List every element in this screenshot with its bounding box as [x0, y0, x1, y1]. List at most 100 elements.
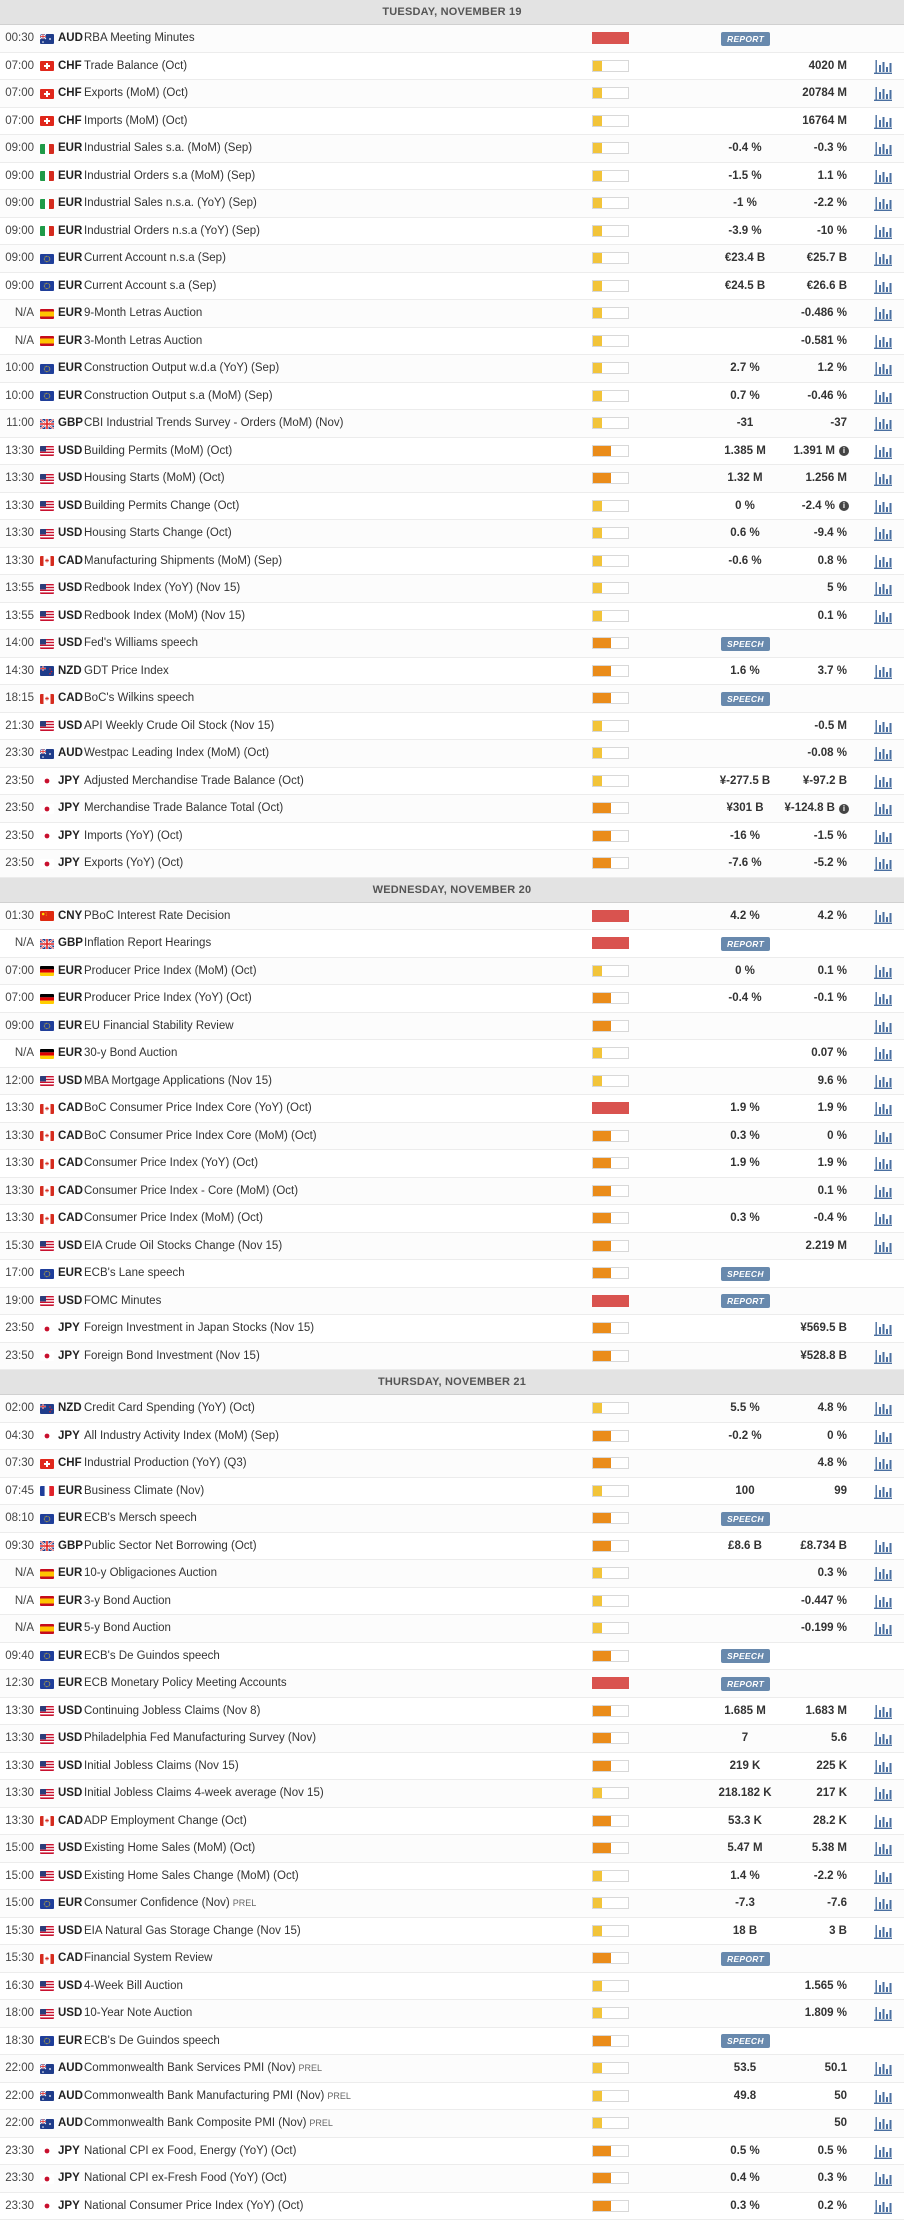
event-title[interactable]: Industrial Orders n.s.a (YoY) (Sep): [84, 218, 260, 245]
event-title[interactable]: Westpac Leading Index (MoM) (Oct): [84, 740, 269, 767]
event-title[interactable]: Industrial Sales n.s.a. (YoY) (Sep): [84, 190, 257, 217]
event-title[interactable]: Industrial Production (YoY) (Q3): [84, 1450, 247, 1477]
bar-chart-icon[interactable]: [874, 225, 892, 239]
event-title[interactable]: Industrial Orders s.a (MoM) (Sep): [84, 163, 255, 190]
bar-chart-icon[interactable]: [874, 252, 892, 266]
speech-badge[interactable]: SPEECH: [721, 1512, 770, 1526]
bar-chart-icon[interactable]: [874, 472, 892, 486]
report-badge[interactable]: REPORT: [721, 1952, 770, 1966]
bar-chart-icon[interactable]: [874, 1322, 892, 1336]
event-title[interactable]: RBA Meeting Minutes: [84, 25, 195, 52]
event-title[interactable]: Credit Card Spending (YoY) (Oct): [84, 1395, 255, 1422]
event-title[interactable]: BoC Consumer Price Index Core (YoY) (Oct…: [84, 1095, 312, 1122]
info-icon[interactable]: i: [839, 501, 849, 511]
bar-chart-icon[interactable]: [874, 527, 892, 541]
event-title[interactable]: ADP Employment Change (Oct): [84, 1808, 247, 1835]
event-title[interactable]: 3-Month Letras Auction: [84, 328, 202, 355]
event-title[interactable]: Consumer Price Index (MoM) (Oct): [84, 1205, 263, 1232]
bar-chart-icon[interactable]: [874, 1185, 892, 1199]
event-title[interactable]: ECB's De Guindos speech: [84, 1643, 220, 1670]
event-title[interactable]: Financial System Review: [84, 1945, 212, 1972]
bar-chart-icon[interactable]: [874, 1102, 892, 1116]
bar-chart-icon[interactable]: [874, 142, 892, 156]
info-icon[interactable]: i: [839, 446, 849, 456]
bar-chart-icon[interactable]: [874, 417, 892, 431]
bar-chart-icon[interactable]: [874, 115, 892, 129]
event-title[interactable]: Building Permits Change (Oct): [84, 493, 239, 520]
bar-chart-icon[interactable]: [874, 1075, 892, 1089]
bar-chart-icon[interactable]: [874, 1815, 892, 1829]
bar-chart-icon[interactable]: [874, 1870, 892, 1884]
bar-chart-icon[interactable]: [874, 1567, 892, 1581]
event-title[interactable]: Current Account n.s.a (Sep): [84, 245, 226, 272]
bar-chart-icon[interactable]: [874, 1402, 892, 1416]
bar-chart-icon[interactable]: [874, 857, 892, 871]
bar-chart-icon[interactable]: [874, 362, 892, 376]
event-title[interactable]: Exports (YoY) (Oct): [84, 850, 183, 877]
event-title[interactable]: ECB's De Guindos speech: [84, 2028, 220, 2055]
event-title[interactable]: MBA Mortgage Applications (Nov 15): [84, 1068, 272, 1095]
bar-chart-icon[interactable]: [874, 60, 892, 74]
bar-chart-icon[interactable]: [874, 775, 892, 789]
report-badge[interactable]: REPORT: [721, 1294, 770, 1308]
bar-chart-icon[interactable]: [874, 2200, 892, 2214]
event-title[interactable]: PBoC Interest Rate Decision: [84, 903, 230, 930]
event-title[interactable]: 4-Week Bill Auction: [84, 1973, 183, 2000]
bar-chart-icon[interactable]: [874, 390, 892, 404]
bar-chart-icon[interactable]: [874, 665, 892, 679]
bar-chart-icon[interactable]: [874, 992, 892, 1006]
event-title[interactable]: FOMC Minutes: [84, 1288, 161, 1315]
bar-chart-icon[interactable]: [874, 965, 892, 979]
event-title[interactable]: Construction Output w.d.a (YoY) (Sep): [84, 355, 279, 382]
event-title[interactable]: BoC Consumer Price Index Core (MoM) (Oct…: [84, 1123, 317, 1150]
event-title[interactable]: BoC's Wilkins speech: [84, 685, 194, 712]
event-title[interactable]: Trade Balance (Oct): [84, 53, 187, 80]
event-title[interactable]: Public Sector Net Borrowing (Oct): [84, 1533, 257, 1560]
event-title[interactable]: Foreign Bond Investment (Nov 15): [84, 1343, 260, 1370]
bar-chart-icon[interactable]: [874, 1732, 892, 1746]
event-title[interactable]: National CPI ex Food, Energy (YoY) (Oct): [84, 2138, 296, 2165]
event-title[interactable]: Building Permits (MoM) (Oct): [84, 438, 232, 465]
bar-chart-icon[interactable]: [874, 1760, 892, 1774]
event-title[interactable]: ECB's Mersch speech: [84, 1505, 197, 1532]
event-title[interactable]: 30-y Bond Auction: [84, 1040, 177, 1067]
bar-chart-icon[interactable]: [874, 1595, 892, 1609]
event-title[interactable]: Housing Starts Change (Oct): [84, 520, 232, 547]
speech-badge[interactable]: SPEECH: [721, 692, 770, 706]
event-title[interactable]: Commonwealth Bank Services PMI (Nov)PREL: [84, 2055, 322, 2082]
